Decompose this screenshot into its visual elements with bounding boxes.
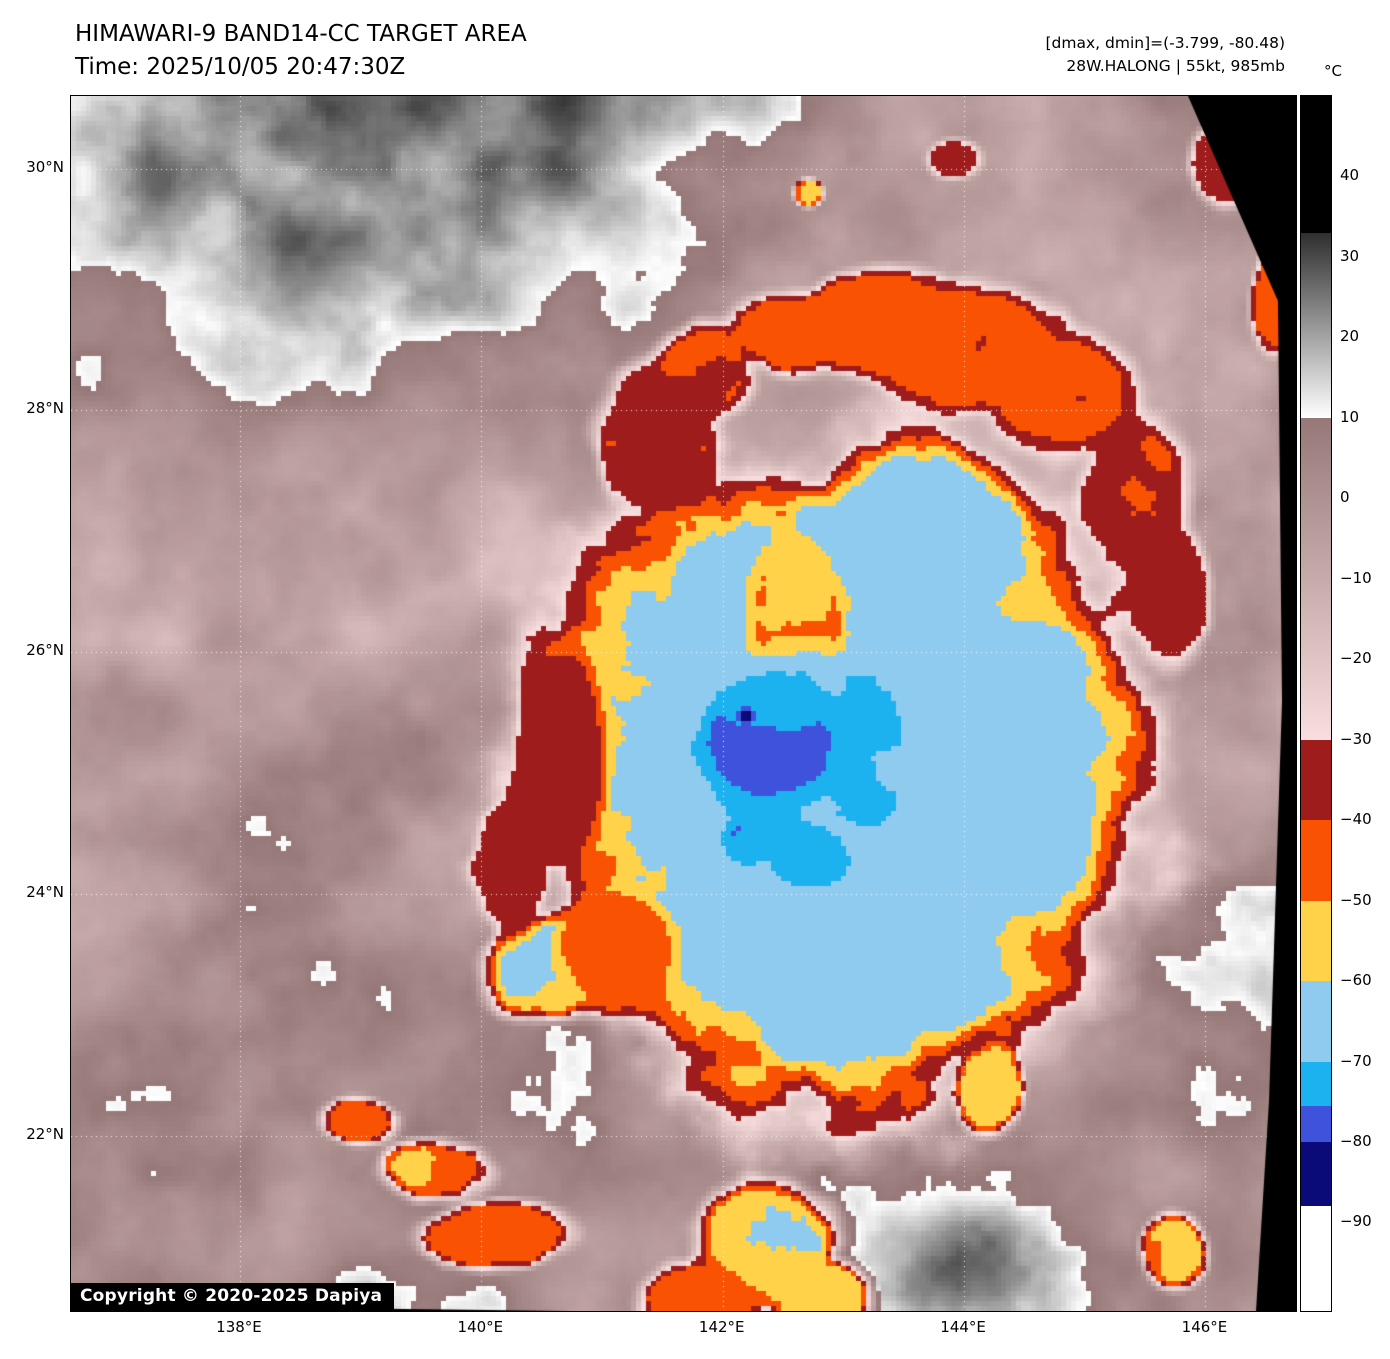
satellite-image-canvas (71, 96, 1296, 1311)
colorbar-tick-label: −60 (1340, 971, 1372, 990)
lon-tick-label: 144°E (940, 1318, 986, 1336)
colorbar-unit: °C (1324, 62, 1342, 80)
colorbar-tick-label: −30 (1340, 729, 1372, 748)
dmax-dmin-readout: [dmax, dmin]=(-3.799, -80.48) (1045, 34, 1286, 52)
colorbar-segment (1301, 1105, 1331, 1143)
colorbar-segment (1301, 232, 1331, 419)
colorbar-segment (1301, 96, 1331, 234)
lat-tick-label: 24°N (26, 882, 64, 901)
colorbar-segment (1301, 820, 1331, 902)
colorbar-segment (1301, 739, 1331, 821)
colorbar-segment (1301, 417, 1331, 741)
copyright-badge: Copyright © 2020-2025 Dapiya (71, 1283, 395, 1311)
colorbar-segment (1301, 1206, 1331, 1311)
colorbar-tick-label: −40 (1340, 810, 1372, 829)
satellite-map-panel: Copyright © 2020-2025 Dapiya (70, 95, 1297, 1312)
colorbar-gradient (1301, 96, 1331, 1311)
lat-tick-label: 30°N (26, 157, 64, 176)
colorbar-tick-label: 30 (1340, 246, 1360, 265)
colorbar-segment (1301, 1142, 1331, 1207)
figure-time: Time: 2025/10/05 20:47:30Z (75, 54, 406, 80)
colorbar-tick-label: 20 (1340, 327, 1360, 346)
colorbar-tick-label: 40 (1340, 166, 1360, 185)
colorbar-segment (1301, 900, 1331, 982)
colorbar-tick-label: −10 (1340, 568, 1372, 587)
figure-header-right: [dmax, dmin]=(-3.799, -80.48) 28W.HALONG… (1046, 32, 1286, 78)
lat-tick-label: 28°N (26, 399, 64, 418)
colorbar-tick-label: −50 (1340, 890, 1372, 909)
lon-tick-label: 146°E (1181, 1318, 1228, 1336)
lat-tick-label: 26°N (26, 641, 64, 660)
lat-tick-label: 22°N (26, 1124, 64, 1143)
colorbar-segment (1301, 981, 1331, 1063)
colorbar (1300, 95, 1332, 1312)
colorbar-segment (1301, 1061, 1331, 1107)
lon-tick-label: 138°E (216, 1318, 262, 1336)
colorbar-tick-label: −20 (1340, 649, 1372, 668)
colorbar-tick-label: −70 (1340, 1051, 1372, 1070)
storm-info: 28W.HALONG | 55kt, 985mb (1066, 57, 1285, 75)
lon-tick-label: 140°E (457, 1318, 504, 1336)
colorbar-tick-label: −90 (1340, 1212, 1372, 1231)
figure-title: HIMAWARI-9 BAND14-CC TARGET AREA (75, 21, 527, 47)
colorbar-tick-label: −80 (1340, 1132, 1372, 1151)
figure-header: HIMAWARI-9 BAND14-CC TARGET AREA Time: 2… (75, 18, 527, 84)
latitude-axis: 30°N 28°N 26°N 24°N 22°N (0, 0, 64, 1359)
colorbar-tick-label: 0 (1340, 488, 1350, 507)
colorbar-tick-label: 10 (1340, 407, 1360, 426)
lon-tick-label: 142°E (698, 1318, 745, 1336)
